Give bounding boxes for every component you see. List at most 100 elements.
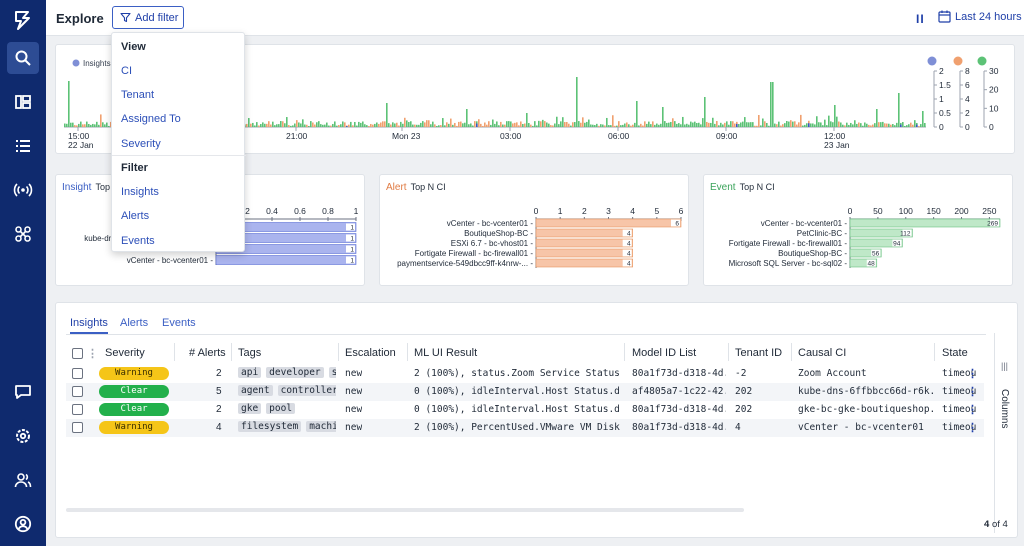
timeline-bar: [812, 123, 814, 127]
alerts-count: 2: [216, 404, 222, 415]
search-icon[interactable]: [7, 42, 39, 74]
timeline-bar: [900, 124, 902, 127]
column-tenant-id[interactable]: Tenant ID: [735, 347, 783, 359]
tag-chip[interactable]: api: [238, 367, 262, 378]
timeline-bar: [632, 124, 634, 127]
row-menu-icon[interactable]: ⋮: [967, 368, 978, 380]
profile-icon[interactable]: [7, 508, 39, 540]
timeline-bar: [482, 125, 484, 127]
severity-badge: Clear: [99, 403, 169, 416]
row-checkbox[interactable]: [72, 386, 83, 397]
tag-chip[interactable]: controller: [277, 385, 336, 396]
columns-panel-toggle[interactable]: ||| Columns: [994, 333, 1018, 533]
menu-item-severity[interactable]: Severity: [121, 138, 161, 150]
pause-icon[interactable]: II: [916, 12, 925, 26]
settings-icon[interactable]: [7, 420, 39, 452]
timeline-bar: [580, 122, 582, 127]
logo-icon[interactable]: [7, 4, 39, 36]
bar[interactable]: [535, 228, 633, 238]
bar[interactable]: [849, 218, 1001, 228]
timeline-bar: [572, 122, 574, 127]
menu-item-events[interactable]: Events: [121, 235, 155, 247]
tag-chip[interactable]: se: [328, 367, 336, 378]
event-bar-chart: 0 50 100 150 200 250 269 vCenter - bc-vcenter01…: [729, 206, 1001, 268]
bar[interactable]: [849, 248, 882, 258]
bar[interactable]: [535, 238, 633, 248]
column-severity[interactable]: Severity: [105, 347, 145, 359]
tag-chip[interactable]: filesystem: [238, 421, 302, 432]
integrations-icon[interactable]: [7, 218, 39, 250]
tab-events[interactable]: Events: [162, 317, 196, 329]
row-menu-icon[interactable]: ⋮: [967, 422, 978, 434]
broadcast-icon[interactable]: [7, 174, 39, 206]
bar[interactable]: [849, 238, 903, 248]
select-all-checkbox[interactable]: [72, 348, 83, 359]
time-range-selector[interactable]: Last 24 hours: [938, 10, 1022, 23]
timeline-bar: [626, 122, 628, 127]
row-menu-icon[interactable]: ⋮: [967, 404, 978, 416]
tag-chip[interactable]: agent: [238, 385, 273, 396]
x-tick-label: 0: [534, 206, 539, 216]
menu-item-tenant[interactable]: Tenant: [121, 89, 155, 101]
timeline-bar: [800, 114, 802, 127]
timeline-bar: [688, 124, 690, 127]
timeline-bar: [500, 121, 502, 127]
alert-chart-subtitle: Top N CI: [410, 182, 446, 192]
timeline-bar: [248, 118, 250, 127]
menu-item-ci[interactable]: CI: [121, 65, 132, 77]
column-model-id-list[interactable]: Model ID List: [632, 347, 697, 359]
table-row[interactable]: Warning 2 api developer senew 2 (100%), statu…: [66, 365, 984, 383]
row-checkbox[interactable]: [72, 404, 83, 415]
column-tags[interactable]: Tags: [238, 347, 262, 359]
menu-item-assigned-to[interactable]: Assigned To: [121, 113, 181, 125]
timeline-bar: [312, 122, 314, 127]
column-ml-ui-result[interactable]: ML UI Result: [414, 347, 478, 359]
bar[interactable]: [535, 248, 633, 258]
tab-alerts[interactable]: Alerts: [120, 317, 149, 329]
timeline-bar: [710, 122, 712, 127]
timeline-bar: [888, 123, 890, 127]
timeline-bar: [898, 93, 900, 127]
row-menu-icon[interactable]: ⋮: [967, 386, 978, 398]
timeline-bar: [762, 118, 764, 127]
menu-item-insights[interactable]: Insights: [121, 186, 159, 198]
row-checkbox[interactable]: [72, 422, 83, 433]
bar[interactable]: [215, 255, 357, 265]
timeline-bar: [330, 125, 332, 127]
table-row[interactable]: Clear 2 gke pool new 0 (100%), idleInterval.H…: [66, 401, 984, 419]
list-icon[interactable]: [7, 130, 39, 162]
category-label: Microsoft SQL Server - bc-sql02 -: [729, 259, 848, 268]
column-escalation[interactable]: Escalation: [345, 347, 396, 359]
chat-icon[interactable]: [7, 376, 39, 408]
menu-item-alerts[interactable]: Alerts: [121, 210, 150, 222]
timeline-bar: [364, 124, 366, 127]
column-state[interactable]: State: [942, 347, 968, 359]
bar[interactable]: [849, 258, 878, 268]
horizontal-scrollbar[interactable]: [66, 508, 744, 512]
tag-chip[interactable]: developer: [266, 367, 324, 378]
timeline-bar: [866, 123, 868, 127]
bar-value-bg: [671, 219, 680, 227]
users-icon[interactable]: [7, 464, 39, 496]
bar[interactable]: [535, 218, 682, 228]
dashboard-icon[interactable]: [7, 86, 39, 118]
bar[interactable]: [849, 228, 913, 238]
x-tick-label: 100: [899, 206, 913, 216]
table-row[interactable]: Clear 5 agent controller new 0 (100%), idleIn…: [66, 383, 984, 401]
tab-insights[interactable]: Insights: [70, 317, 108, 334]
column-causal-ci[interactable]: Causal CI: [798, 347, 847, 359]
tag-chip[interactable]: pool: [266, 403, 296, 414]
bar[interactable]: [535, 258, 633, 268]
row-checkbox[interactable]: [72, 368, 83, 379]
timeline-bar: [578, 121, 580, 127]
tag-chip[interactable]: gke: [238, 403, 262, 414]
header-menu-icon[interactable]: ⋮: [87, 348, 98, 360]
add-filter-button[interactable]: Add filter: [112, 6, 184, 29]
column-alerts-count[interactable]: # Alerts: [189, 347, 226, 359]
timeline-bar: [104, 124, 106, 127]
bar-value-bg: [346, 223, 355, 231]
timeline-bar: [340, 124, 342, 127]
